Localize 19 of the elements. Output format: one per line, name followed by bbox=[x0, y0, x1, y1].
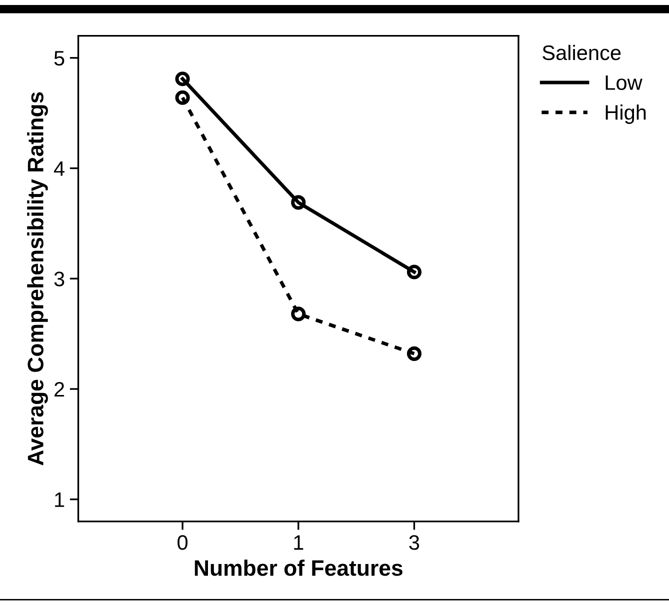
x-tick-label: 3 bbox=[409, 535, 420, 550]
point bbox=[291, 306, 306, 322]
x-axis-title: Number of Features bbox=[194, 560, 402, 576]
x-tick-label: 0 bbox=[178, 535, 188, 550]
point bbox=[406, 346, 422, 361]
point bbox=[406, 264, 422, 280]
legend-title: Salience bbox=[542, 44, 621, 60]
y-tick-label: 2 bbox=[54, 382, 64, 397]
y-tick-label: 5 bbox=[54, 51, 64, 66]
point bbox=[175, 90, 190, 105]
legend-label: Low bbox=[606, 75, 642, 90]
x-tick-label: 1 bbox=[294, 535, 304, 550]
y-axis-title: Average Comprehensibility Ratings bbox=[27, 92, 48, 466]
y-tick-label: 3 bbox=[54, 272, 64, 286]
point bbox=[175, 72, 190, 86]
legend-label: High bbox=[606, 104, 646, 124]
point bbox=[291, 195, 306, 210]
y-tick-label: 1 bbox=[55, 492, 64, 507]
y-tick-label: 4 bbox=[54, 161, 64, 176]
